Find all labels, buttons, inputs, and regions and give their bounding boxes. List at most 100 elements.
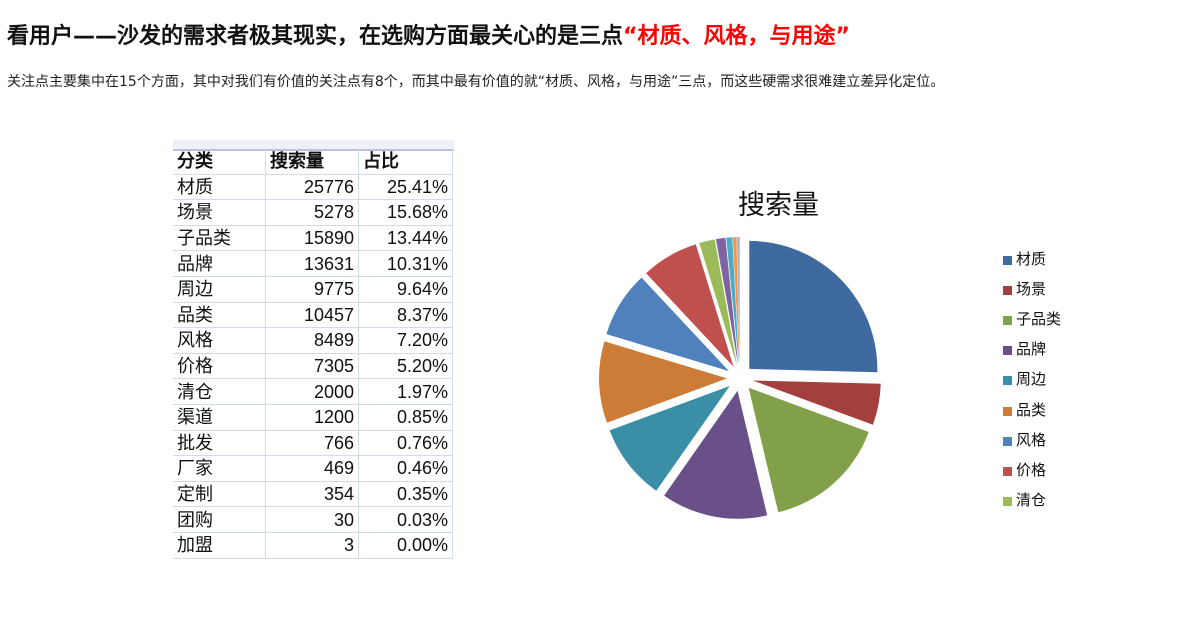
table-row: 风格 8489 7.20% — [173, 327, 453, 354]
cell-category: 厂家 — [173, 455, 266, 482]
cell-category: 定制 — [173, 481, 266, 508]
table-row: 渠道 1200 0.85% — [173, 404, 453, 431]
cell-category: 团购 — [173, 506, 266, 533]
legend-item: 周边 — [1003, 364, 1061, 394]
legend-label: 品牌 — [1016, 340, 1047, 359]
cell-category: 场景 — [173, 199, 266, 226]
pie-slice-批发 — [726, 237, 740, 366]
cell-volume: 766 — [265, 430, 359, 457]
table-row: 定制 354 0.35% — [173, 481, 453, 508]
header-volume: 搜索量 — [265, 149, 359, 175]
table-row: 价格 7305 5.20% — [173, 353, 453, 380]
pie-slice-场景 — [752, 380, 881, 425]
cell-volume: 2000 — [265, 378, 359, 405]
cell-share: 0.03% — [358, 506, 453, 533]
cell-volume: 9775 — [265, 276, 359, 303]
cell-volume: 469 — [265, 455, 359, 482]
legend-swatch-icon — [1003, 497, 1012, 507]
pie-slice-渠道 — [715, 237, 739, 366]
page-subtitle: 关注点主要集中在15个方面，其中对我们有价值的关注点有8个，而其中最有价值的就“… — [7, 74, 945, 90]
cell-share: 0.35% — [358, 481, 453, 508]
legend-swatch-icon — [1003, 436, 1012, 446]
cell-volume: 30 — [265, 506, 359, 533]
legend-label: 周边 — [1016, 370, 1047, 389]
legend-swatch-icon — [1003, 255, 1012, 265]
cell-category: 价格 — [173, 353, 266, 380]
cell-share: 8.37% — [358, 302, 453, 329]
cell-volume: 10457 — [265, 302, 359, 329]
legend-label: 子品类 — [1016, 309, 1062, 328]
legend-item: 品牌 — [1003, 334, 1061, 364]
cell-share: 25.41% — [358, 174, 453, 201]
cell-share: 0.76% — [358, 430, 453, 457]
pie-slice-品牌 — [664, 390, 768, 519]
cell-category: 风格 — [173, 327, 266, 354]
cell-volume: 354 — [265, 481, 359, 508]
table-row: 材质 25776 25.41% — [173, 174, 453, 201]
pie-slice-清仓 — [699, 239, 737, 366]
legend-item: 材质 — [1003, 243, 1061, 273]
table-header-row: 分类 搜索量 占比 — [173, 149, 453, 175]
table-row: 清仓 2000 1.97% — [173, 378, 453, 405]
pie-slice-周边 — [609, 385, 730, 491]
legend-swatch-icon — [1003, 346, 1012, 356]
cell-volume: 5278 — [265, 199, 359, 226]
cell-share: 5.20% — [358, 353, 453, 380]
pie-slice-子品类 — [748, 387, 869, 513]
table-row: 厂家 469 0.46% — [173, 455, 453, 482]
cell-share: 0.00% — [358, 532, 453, 559]
cell-volume: 3 — [265, 532, 359, 559]
pie-slice-价格 — [646, 244, 734, 367]
cell-category: 渠道 — [173, 404, 266, 431]
legend-swatch-icon — [1003, 285, 1012, 295]
chart-title: 搜索量 — [738, 190, 819, 221]
legend-item: 价格 — [1003, 454, 1061, 484]
pie-slice-材质 — [749, 240, 878, 373]
cell-share: 9.64% — [358, 276, 453, 303]
table-row: 批发 766 0.76% — [173, 430, 453, 457]
cell-volume: 8489 — [265, 327, 359, 354]
title-highlight: “材质、风格，与用途” — [623, 24, 850, 49]
legend-swatch-icon — [1003, 466, 1012, 476]
legend-item: 风格 — [1003, 424, 1061, 454]
table-row: 周边 9775 9.64% — [173, 276, 453, 303]
cell-share: 0.46% — [358, 455, 453, 482]
pie-slice-厂家 — [732, 237, 740, 366]
cell-share: 1.97% — [358, 378, 453, 405]
table-row: 品牌 13631 10.31% — [173, 250, 453, 277]
table-row: 品类 10457 8.37% — [173, 302, 453, 329]
legend-item: 场景 — [1003, 273, 1061, 303]
search-volume-table: 分类 搜索量 占比 材质 25776 25.41% 场景 5278 15.68% 子品类 15… — [173, 149, 453, 559]
cell-category: 子品类 — [173, 225, 266, 252]
cell-volume: 25776 — [265, 174, 359, 201]
cell-category: 清仓 — [173, 378, 266, 405]
data-table-image: 分类 搜索量 占比 材质 25776 25.41% 场景 5278 15.68% 子品类 15… — [173, 140, 454, 562]
table-row: 团购 30 0.03% — [173, 506, 453, 533]
legend-swatch-icon — [1003, 315, 1012, 325]
header-share: 占比 — [358, 149, 453, 175]
table-row: 加盟 3 0.00% — [173, 532, 453, 559]
cell-share: 0.85% — [358, 404, 453, 431]
legend-swatch-icon — [1003, 406, 1012, 416]
cell-share: 13.44% — [358, 225, 453, 252]
page-title: 看用户——沙发的需求者极其现实，在选购方面最关心的是三点“材质、风格，与用途” — [7, 18, 850, 50]
cell-volume: 13631 — [265, 250, 359, 277]
legend-item: 清仓 — [1003, 485, 1061, 515]
pie-slice-定制 — [736, 237, 740, 366]
legend-label: 场景 — [1016, 279, 1047, 298]
legend-label: 清仓 — [1016, 491, 1047, 510]
cell-category: 材质 — [173, 174, 266, 201]
cell-volume: 15890 — [265, 225, 359, 252]
cell-category: 周边 — [173, 276, 266, 303]
cell-category: 品牌 — [173, 250, 266, 277]
title-main: 看用户——沙发的需求者极其现实，在选购方面最关心的是三点 — [7, 24, 624, 49]
cell-share: 10.31% — [358, 250, 453, 277]
legend-swatch-icon — [1003, 376, 1012, 386]
chart-legend: 材质场景子品类品牌周边品类风格价格清仓 — [1003, 243, 1061, 515]
table-row: 场景 5278 15.68% — [173, 199, 453, 226]
legend-label: 风格 — [1016, 430, 1047, 449]
legend-item: 品类 — [1003, 394, 1061, 424]
legend-label: 材质 — [1016, 249, 1047, 268]
legend-item: 子品类 — [1003, 303, 1061, 333]
cell-volume: 1200 — [265, 404, 359, 431]
